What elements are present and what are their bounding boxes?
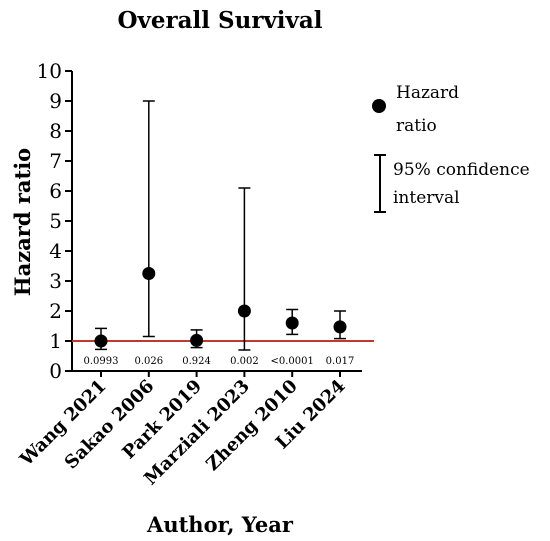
legend: Hazard ratio 95% confidence interval bbox=[372, 83, 530, 213]
p-value-label: 0.002 bbox=[230, 356, 259, 367]
hazard-ratio-point bbox=[285, 316, 299, 330]
hazard-ratio-point bbox=[142, 267, 156, 280]
data-marks: 0.0993 0.026 0.924 0.002 <0.0001 0.017 bbox=[72, 100, 374, 367]
legend-point-label-2: ratio bbox=[396, 116, 437, 136]
y-tick-label: 8 bbox=[49, 119, 62, 143]
y-tick-label: 5 bbox=[49, 209, 62, 233]
y-tick-label: 0 bbox=[49, 359, 62, 383]
legend-ci-label-2: interval bbox=[393, 188, 460, 208]
hazard-ratio-point bbox=[333, 320, 347, 334]
hazard-ratio-point bbox=[190, 333, 204, 347]
legend-ci-label-1: 95% confidence bbox=[393, 160, 530, 180]
p-value-label: 0.924 bbox=[182, 356, 211, 367]
p-value-label: 0.017 bbox=[326, 356, 355, 367]
hazard-ratio-point bbox=[237, 304, 251, 318]
y-tick-label: 6 bbox=[49, 179, 62, 203]
legend-point-marker bbox=[372, 99, 386, 113]
y-axis-label: Hazard ratio bbox=[10, 148, 35, 296]
legend-point-label-1: Hazard bbox=[396, 83, 459, 103]
x-axis-label: Author, Year bbox=[146, 512, 294, 537]
hazard-ratio-point bbox=[94, 334, 108, 348]
y-tick-label: 4 bbox=[49, 239, 62, 263]
y-tick-label: 9 bbox=[49, 89, 62, 113]
y-tick-label: 1 bbox=[49, 329, 62, 353]
p-value-label: 0.0993 bbox=[84, 356, 119, 367]
y-tick-label: 2 bbox=[49, 299, 62, 323]
y-tick-label: 7 bbox=[49, 149, 62, 173]
y-tick-label: 3 bbox=[49, 269, 62, 293]
chart-title: Overall Survival bbox=[117, 7, 322, 34]
p-value-label: 0.026 bbox=[134, 356, 163, 367]
p-value-label: <0.0001 bbox=[271, 356, 314, 367]
y-tick-label: 10 bbox=[37, 59, 62, 83]
